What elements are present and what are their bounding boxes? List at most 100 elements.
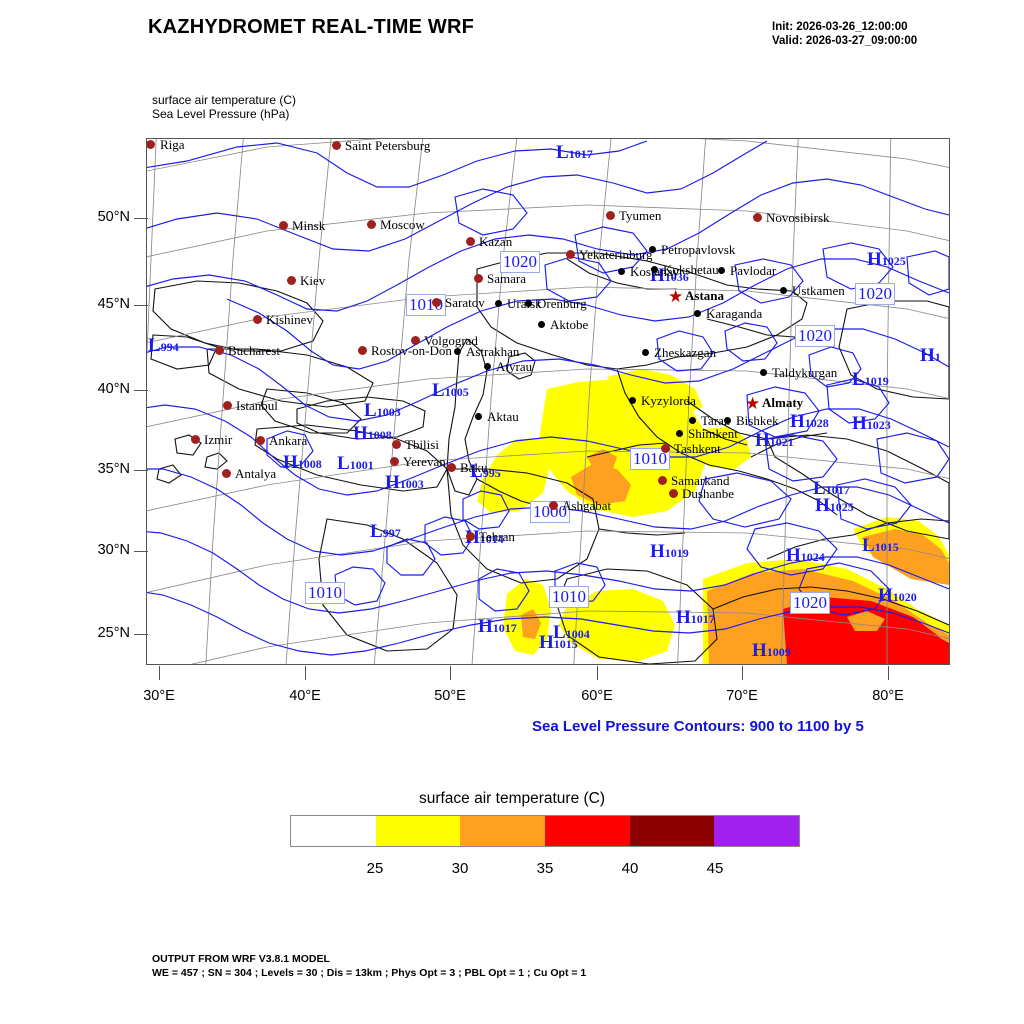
lon-tick-30°E: [159, 666, 160, 680]
colorbar[interactable]: [290, 815, 800, 847]
init-time: Init: 2026-03-26_12:00:00: [772, 21, 908, 33]
city-label: Taraz: [701, 413, 730, 428]
isobar-label-1020-0: 1020: [500, 251, 540, 273]
city-dot-icon: [358, 346, 367, 355]
field-label-pressure: Sea Level Pressure (hPa): [152, 107, 290, 121]
colorbar-swatch-3: [545, 816, 630, 846]
city-dot-icon: [525, 300, 532, 307]
lat-label-45°N: 45°N: [97, 296, 130, 312]
city-label: Astrakhan: [466, 344, 520, 359]
city-label: Volgograd: [424, 333, 478, 348]
colorbar-ticks: 25 30 35 40 45: [290, 860, 800, 882]
weather-map[interactable]: L1017 L994 L1005 L1003 H1008 L1001 H1008 H1003 L…: [146, 138, 950, 665]
city-label: Petropavlovsk: [661, 242, 736, 257]
lat-label-35°N: 35°N: [97, 461, 130, 477]
city-dot-icon: [538, 321, 545, 328]
city-dot-icon: [191, 435, 200, 444]
city-label: Samara: [487, 271, 526, 286]
colorbar-swatch-0: [291, 816, 376, 846]
lat-label-40°N: 40°N: [97, 381, 130, 397]
city-dot-icon: [484, 363, 491, 370]
city-dot-icon: [629, 397, 636, 404]
pressure-center-h-1015-12: H1015: [539, 632, 578, 653]
field-label-temperature: surface air temperature (C): [152, 93, 297, 107]
isobar-label-1010-6: 1010: [305, 582, 345, 604]
city-label: Kiev: [300, 273, 326, 288]
city-label: Moscow: [380, 217, 425, 232]
city-dot-icon: [694, 310, 701, 317]
city-dot-icon: [669, 489, 678, 498]
city-label: Kazan: [479, 234, 513, 249]
city-label: Shimkent: [688, 426, 738, 441]
pressure-center-l-1015-17: L1015: [862, 535, 899, 556]
country-borders: [150, 252, 949, 664]
pressure-center-l-1017-26: L1017: [813, 478, 850, 499]
valid-time: Valid: 2026-03-27_09:00:00: [772, 35, 918, 47]
colorbar-tick-35: 35: [536, 860, 554, 877]
pressure-center-h-1025-25: H1025: [815, 495, 854, 516]
city-dot-icon: [432, 298, 441, 307]
lat-tick-50°N: [134, 218, 148, 219]
pressure-center-h-1028-23: H1028: [790, 411, 829, 432]
isobar-label-1020-2: 1020: [795, 325, 835, 347]
city-dot-icon: [689, 417, 696, 424]
city-label: Aktobe: [550, 317, 589, 332]
city-label: Bishkek: [736, 413, 779, 428]
city-label: Zheskazgan: [654, 345, 717, 360]
city-label: Ankara: [269, 433, 308, 448]
pressure-center-l-1003-3: L1003: [364, 400, 401, 421]
pressure-center-l-997-8: L997: [370, 521, 401, 542]
colorbar-tick-25: 25: [366, 860, 384, 877]
city-dot-icon: [606, 211, 615, 220]
city-label: Tbilisi: [405, 437, 439, 452]
pressure-center-l-995-9: L995: [470, 461, 501, 482]
city-dot-icon: [566, 250, 575, 259]
city-label: Novosibirsk: [766, 210, 830, 225]
map-overlays: L1017 L994 L1005 L1003 H1008 L1001 H1008 H1003 L…: [147, 139, 949, 664]
pressure-center-l-1004-11: L1004: [553, 622, 590, 643]
colorbar-swatch-2: [460, 816, 546, 846]
city-dot-icon: [215, 346, 224, 355]
pressure-center-l-1005-2: L1005: [432, 380, 469, 401]
city-dot-icon: [661, 444, 670, 453]
lon-tick-40°E: [305, 666, 306, 680]
lon-label-80°E: 80°E: [872, 688, 904, 704]
lat-tick-30°N: [134, 551, 148, 552]
city-dot-icon: [390, 457, 399, 466]
lon-tick-50°E: [450, 666, 451, 680]
contour-note: Sea Level Pressure Contours: 900 to 1100…: [532, 718, 864, 735]
city-dot-icon: [651, 266, 658, 273]
pressure-center-l-1019-20: L1019: [852, 369, 889, 390]
pressure-center-l-1017-0: L1017: [556, 142, 593, 163]
footer-line-1: OUTPUT FROM WRF V3.8.1 MODEL: [152, 953, 330, 965]
city-dot-icon: [147, 140, 155, 149]
city-label: Ustkamen: [792, 283, 845, 298]
city-dot-icon: [222, 469, 231, 478]
field-labels: surface air temperature (C) Sea Level Pr…: [152, 93, 296, 121]
lon-label-70°E: 70°E: [726, 688, 758, 704]
city-label: Istanbul: [236, 398, 278, 413]
temperature-shading: [477, 369, 949, 664]
model-info-footer: OUTPUT FROM WRF V3.8.1 MODEL WE = 457 ; …: [152, 952, 586, 980]
city-label: Atyrau: [496, 359, 533, 374]
city-label: Pavlodar: [730, 263, 777, 278]
lon-tick-70°E: [742, 666, 743, 680]
pressure-center-h-1008-6: H1008: [283, 452, 322, 473]
isobar-label-1020-3: 1020: [855, 283, 895, 305]
colorbar-tick-40: 40: [621, 860, 639, 877]
run-info: Init: 2026-03-26_12:00:00 Valid: 2026-03…: [772, 20, 917, 48]
pressure-center-l-1001-5: L1001: [337, 453, 374, 474]
lat-tick-45°N: [134, 305, 148, 306]
city-label: Aktau: [487, 409, 519, 424]
pressure-center-h-1017-14: H1017: [676, 607, 715, 628]
graticule: [147, 139, 949, 664]
pressure-center-h-1023-22: H1023: [852, 413, 891, 434]
city-dot-icon: [256, 436, 265, 445]
city-label: Saratov: [445, 295, 485, 310]
city-label: Tyumen: [619, 208, 662, 223]
city-label: Astana: [685, 288, 725, 303]
city-dot-icon: [466, 237, 475, 246]
colorbar-swatch-4: [629, 816, 715, 846]
city-label: Izmir: [204, 432, 233, 447]
colorbar-tick-45: 45: [706, 860, 724, 877]
